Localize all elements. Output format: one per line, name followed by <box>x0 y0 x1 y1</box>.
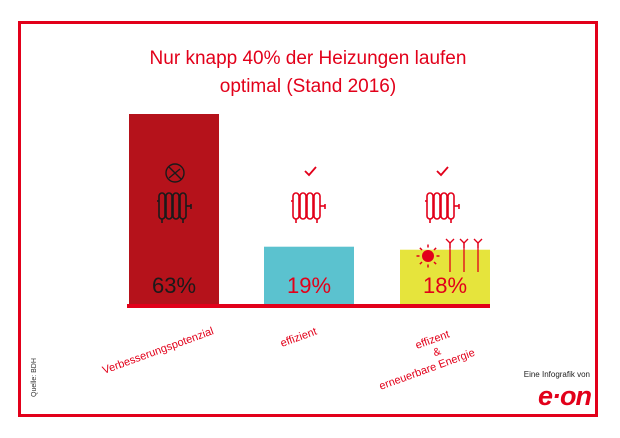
eon-logo: e·on <box>538 381 592 411</box>
credit-text: Eine Infografik von <box>523 370 590 379</box>
checkmark-icon <box>436 166 449 177</box>
radiator-icon <box>291 192 326 223</box>
radiator-icon <box>157 192 192 223</box>
category-label-3: effizent&erneuerbare Energie <box>369 322 477 392</box>
value-label-2: 19% <box>287 273 331 298</box>
no-thermostat-icon <box>165 163 185 183</box>
bar-3 <box>400 249 490 304</box>
chart-title-line-2: optimal (Stand 2016) <box>219 76 397 97</box>
source-note: Quelle: BDH <box>31 358 38 397</box>
value-label-3: 18% <box>423 273 467 298</box>
chart-title-line-1: Nur knapp 40% der Heizungen laufen <box>149 48 467 69</box>
bar-2 <box>264 246 354 304</box>
bar-1 <box>129 114 219 304</box>
chart-baseline <box>127 304 490 308</box>
category-label-1: Verbesserungspotenzial <box>101 325 215 376</box>
radiator-icon <box>425 192 460 223</box>
category-label-2: effizient <box>279 326 319 350</box>
value-label-1: 63% <box>152 273 196 298</box>
wind-turbine-icon <box>445 238 483 272</box>
sun-icon <box>416 244 440 268</box>
checkmark-icon <box>304 166 317 177</box>
